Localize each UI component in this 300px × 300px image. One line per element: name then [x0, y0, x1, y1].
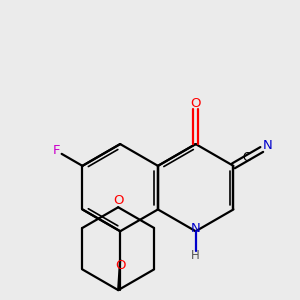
- Text: O: O: [113, 194, 123, 207]
- Text: N: N: [263, 140, 273, 152]
- Text: O: O: [190, 97, 201, 110]
- Text: O: O: [115, 260, 125, 272]
- Text: F: F: [53, 144, 60, 158]
- Text: C: C: [242, 151, 250, 164]
- Text: H: H: [191, 249, 200, 262]
- Text: N: N: [191, 222, 201, 235]
